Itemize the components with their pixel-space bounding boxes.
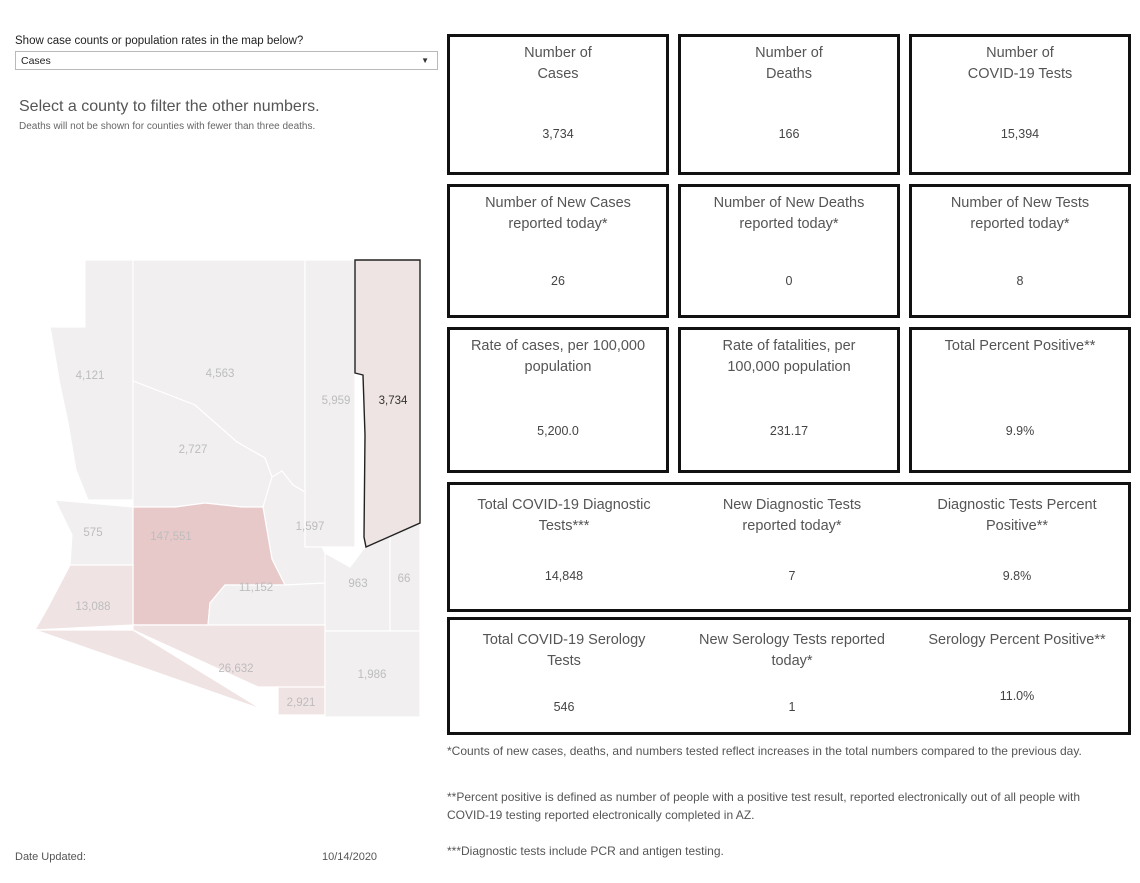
tile-value: 166 [778,127,800,141]
county-yuma[interactable] [33,564,134,631]
cell-title: New Diagnostic Tests reported today* [722,497,862,534]
tile-fatality-rate[interactable]: Rate of fatalities, per 100,000 populati… [678,327,900,473]
cell-value: 1 [788,700,796,714]
label-mohave: 4,121 [76,370,105,382]
cell-title: Total COVID-19 Serology Tests [482,632,646,669]
select-county-heading: Select a county to filter the other numb… [19,98,320,115]
map-metric-dropdown[interactable]: Cases ▼ [15,51,438,70]
tile-value: 3,734 [542,127,574,141]
cell-title: Diagnostic Tests Percent Positive** [937,497,1097,534]
tile-title: Number of New Cases reported today* [485,195,631,232]
cell-title: New Serology Tests reported today* [699,632,885,669]
label-greenlee: 66 [398,573,411,585]
label-cochise: 1,986 [358,669,387,681]
tile-value: 231.17 [769,424,809,438]
county-map-svg[interactable]: 4,121 4,563 5,959 3,734 2,727 1,597 575 … [30,255,430,725]
county-navajo[interactable] [304,259,356,548]
tile-new-tests[interactable]: Number of New Tests reported today* 8 [909,184,1131,318]
cell-value: 11.0% [999,689,1035,703]
tile-value: 0 [785,274,793,288]
label-navajo: 5,959 [322,395,351,407]
label-yavapai: 2,727 [179,444,208,456]
cell-value: 7 [788,569,796,583]
tile-new-cases[interactable]: Number of New Cases reported today* 26 [447,184,669,318]
footnote-new-counts: *Counts of new cases, deaths, and number… [447,744,1082,758]
footnote-percent-positive: **Percent positive is defined as number … [447,790,1081,822]
tile-number-of-deaths[interactable]: Number of Deaths 166 [678,34,900,175]
serology-percent-cell[interactable]: Serology Percent Positive** 11.0% [906,620,1128,732]
diagnostic-tests-panel: Total COVID-19 Diagnostic Tests*** 14,84… [447,482,1131,612]
cell-title: Total COVID-19 Diagnostic Tests*** [477,497,651,534]
deaths-threshold-note: Deaths will not be shown for counties wi… [19,121,316,132]
serology-tests-panel: Total COVID-19 Serology Tests 546 New Se… [447,617,1131,735]
tile-title: Rate of fatalities, per 100,000 populati… [722,338,856,375]
label-la-paz: 575 [83,527,102,539]
chevron-down-icon[interactable]: ▼ [421,56,429,65]
tile-title: Total Percent Positive** [944,338,1096,354]
diagnostic-percent-cell[interactable]: Diagnostic Tests Percent Positive** 9.8% [906,485,1128,609]
tile-title: Number of Cases [524,45,592,82]
cell-value: 9.8% [1002,569,1032,583]
label-gila: 1,597 [296,521,325,533]
tile-value: 26 [551,274,565,288]
cell-title: Serology Percent Positive** [928,632,1106,648]
tile-value: 9.9% [1005,424,1035,438]
label-santa-cruz: 2,921 [287,697,316,709]
tile-value: 15,394 [1000,127,1040,141]
tile-title: Number of COVID-19 Tests [967,45,1073,82]
serology-new-cell[interactable]: New Serology Tests reported today* 1 [678,620,906,732]
label-yuma: 13,088 [75,601,110,613]
county-cochise[interactable] [324,630,421,718]
tile-title: Number of New Deaths reported today* [713,195,865,232]
footnote-diagnostic-tests: ***Diagnostic tests include PCR and anti… [447,844,724,858]
date-updated-label: Date Updated: [15,851,86,863]
date-updated-value: 10/14/2020 [322,851,378,863]
county-map[interactable]: 4,121 4,563 5,959 3,734 2,727 1,597 575 … [30,255,430,725]
diagnostic-new-cell[interactable]: New Diagnostic Tests reported today* 7 [678,485,906,609]
cell-value: 14,848 [544,569,584,583]
label-pinal: 11,152 [239,582,273,594]
tile-title: Rate of cases, per 100,000 population [470,338,646,375]
serology-total-cell[interactable]: Total COVID-19 Serology Tests 546 [450,620,678,732]
tile-value: 8 [1016,274,1024,288]
label-pima: 26,632 [218,663,253,675]
label-maricopa: 147,551 [150,531,192,543]
tile-title: Number of Deaths [755,45,823,82]
label-coconino: 4,563 [206,368,235,380]
map-metric-selected: Cases [21,55,51,67]
diagnostic-total-cell[interactable]: Total COVID-19 Diagnostic Tests*** 14,84… [450,485,678,609]
tile-value: 5,200.0 [537,424,579,438]
tile-title: Number of New Tests reported today* [950,195,1090,232]
tile-total-percent-positive[interactable]: Total Percent Positive** 9.9% [909,327,1131,473]
label-apache: 3,734 [379,395,408,407]
county-apache[interactable] [354,259,421,548]
tile-number-of-tests[interactable]: Number of COVID-19 Tests 15,394 [909,34,1131,175]
tile-number-of-cases[interactable]: Number of Cases 3,734 [447,34,669,175]
cell-value: 546 [553,700,575,714]
tile-new-deaths[interactable]: Number of New Deaths reported today* 0 [678,184,900,318]
tile-case-rate[interactable]: Rate of cases, per 100,000 population 5,… [447,327,669,473]
label-graham: 963 [348,578,367,590]
map-filter-label: Show case counts or population rates in … [15,35,304,47]
